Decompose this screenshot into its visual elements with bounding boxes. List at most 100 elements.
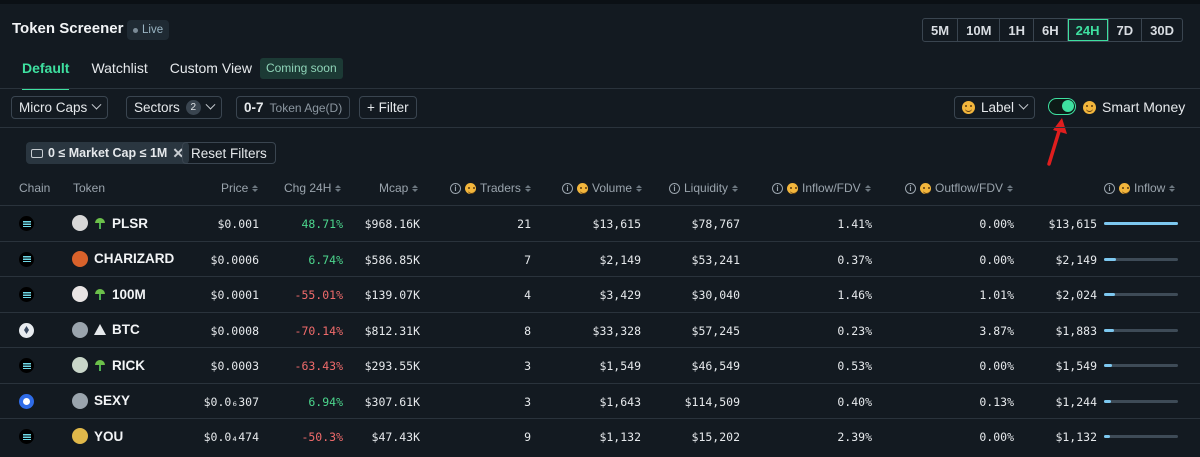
inflow-bar [1104,399,1178,403]
timeframe-7d[interactable]: 7D [1109,19,1143,41]
liquidity-cell: $114,509 [684,394,740,409]
chain-base-icon [19,393,34,409]
token-cell[interactable]: PLSR [72,215,148,231]
active-filter-chip[interactable]: 0 ≤ Market Cap ≤ 1M ✕ [26,142,190,164]
smiley-icon [1119,182,1130,194]
chevron-down-icon [1018,99,1029,110]
outflow-fdv-cell: 0.00% [979,359,1014,373]
table-row[interactable]: CHARIZARD $0.0006 6.74% $586.85K 7 $2,149 $53,… [0,240,1200,277]
info-icon: i [905,182,916,194]
volume-cell: $33,328 [592,323,641,338]
smiley-icon [1083,100,1096,114]
chain-sol-icon [19,287,34,302]
col-volume[interactable]: i Volume [562,181,643,195]
price-cell: $0.0₄474 [203,430,259,444]
traders-cell: 3 [524,359,531,373]
view-tabs: Default Watchlist Custom View Coming soo… [22,57,343,90]
volume-cell: $13,615 [592,217,641,231]
timeframe-24h[interactable]: 24H [1067,19,1109,41]
micro-caps-dropdown[interactable]: Micro Caps [11,96,109,119]
token-cell[interactable]: SEXY [72,392,130,409]
token-name: PLSR [112,215,149,231]
timeframe-10m[interactable]: 10M [958,19,1001,41]
timeframe-5m[interactable]: 5M [923,19,959,41]
token-age-range: 0-7 [244,100,264,115]
col-traders[interactable]: i Traders [450,181,531,195]
col-inflow[interactable]: i Inflow [1104,181,1176,195]
token-name: RICK [112,357,145,373]
outflow-fdv-cell: 0.00% [979,252,1014,267]
sectors-dropdown[interactable]: Sectors 2 [126,96,222,119]
table-row[interactable]: SEXY $0.0₆307 6.94% $307.61K 3 $1,643 $114,509… [0,382,1200,419]
inflow-bar-fill [1104,222,1178,225]
token-age-filter[interactable]: 0-7 Token Age(D) [236,96,351,119]
chevron-down-icon [91,99,102,110]
token-cell[interactable]: RICK [72,357,145,373]
mcap-cell: $968.16K [364,217,420,231]
table-row[interactable]: RICK $0.0003 -63.43% $293.55K 3 $1,549 $46,549… [0,347,1200,383]
tab-custom-view[interactable]: Custom View [169,60,252,76]
price-cell: $0.0008 [210,323,259,338]
live-badge: Live [127,20,170,40]
reset-filters-button[interactable]: Reset Filters [182,142,276,164]
add-filter-button[interactable]: + Filter [359,96,417,119]
liquidity-cell: $46,549 [691,359,740,373]
token-cell[interactable]: BTC [72,321,140,338]
table-row[interactable]: 100M $0.0001 -55.01% $139.07K 4 $3,429 $30,040… [0,276,1200,312]
label-text: Label [981,100,1015,115]
timeframe-1h[interactable]: 1H [1000,19,1035,41]
inflow-bar-fill [1104,435,1110,438]
label-dropdown[interactable]: Label [954,96,1036,119]
smart-money-toggle[interactable] [1048,98,1076,115]
table-row[interactable]: YOU $0.0₄474 -50.3% $47.43K 9 $1,132 $15,202 2.… [0,418,1200,454]
mcap-cell: $139.07K [364,288,420,302]
col-liquidity[interactable]: i Liquidity [669,181,739,195]
token-avatar [72,286,88,302]
sort-icon [252,184,259,192]
close-icon[interactable]: ✕ [172,144,185,161]
liquidity-cell: $53,241 [691,252,740,267]
col-chg-24h[interactable]: Chg 24H [284,181,342,195]
inflow-bar-fill [1104,364,1113,367]
tab-watchlist[interactable]: Watchlist [91,60,148,76]
smiley-icon [920,182,931,194]
token-name: YOU [94,428,124,444]
smiley-icon [787,182,798,194]
token-cell[interactable]: YOU [72,428,123,444]
inflow-cell: $1,883 [1055,323,1097,338]
inflow-cell: $2,149 [1055,252,1097,267]
toggle-knob [1062,100,1074,112]
table-row[interactable]: PLSR $0.001 48.71% $968.16K 21 $13,615 $78,767… [0,205,1200,241]
live-label: Live [142,24,164,36]
outflow-fdv-cell: 0.13% [979,394,1014,409]
timeframe-30d[interactable]: 30D [1150,22,1174,38]
inflow-fdv-cell: 2.39% [837,430,872,444]
token-cell[interactable]: CHARIZARD [72,250,174,267]
mcap-cell: $47.43K [371,430,420,444]
inflow-bar [1104,222,1178,225]
table-row[interactable]: BTC $0.0008 -70.14% $812.31K 8 $33,328 $57,245… [0,311,1200,348]
col-mcap[interactable]: Mcap [379,181,419,195]
change-cell: -63.43% [294,359,343,373]
inflow-bar-fill [1104,257,1116,261]
inflow-bar [1104,328,1178,332]
col-price[interactable]: Price [221,181,259,195]
warning-icon [94,324,106,335]
token-name: BTC [112,322,140,337]
timeframe-6h[interactable]: 6H [1034,19,1068,41]
sprout-icon [94,217,106,229]
token-avatar [72,250,88,267]
sort-icon [732,184,739,192]
col-inflow-fdv[interactable]: i Inflow/FDV [772,181,871,195]
mcap-cell: $293.55K [364,359,420,373]
price-cell: $0.0001 [210,288,259,302]
col-outflow-fdv[interactable]: i Outflow/FDV [905,181,1014,195]
inflow-bar-fill [1104,293,1116,296]
tab-default[interactable]: Default [22,57,70,90]
page-title: Token Screener [12,20,124,37]
info-icon: i [562,182,573,194]
price-cell: $0.001 [217,217,259,231]
change-cell: 6.74% [308,252,343,267]
live-dot-icon [133,27,138,33]
token-cell[interactable]: 100M [72,286,146,302]
